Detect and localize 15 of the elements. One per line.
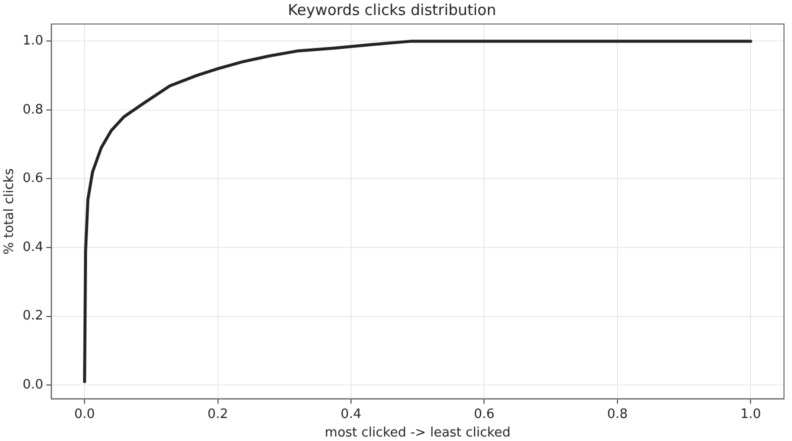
x-tick-label: 0.6	[474, 406, 495, 422]
x-tick-label: 0.4	[340, 406, 362, 422]
x-tick-label: 1.0	[740, 406, 762, 422]
x-tick-label: 0.0	[74, 406, 95, 422]
y-axis-title: % total clicks	[2, 168, 18, 254]
y-tick-label: 0.8	[22, 102, 44, 118]
y-tick-label: 0.2	[22, 308, 44, 324]
x-axis-title: most clicked -> least clicked	[324, 426, 510, 441]
x-tick-label: 0.2	[207, 406, 228, 422]
y-tick-label: 0.4	[22, 240, 44, 255]
x-tick-label: 0.8	[607, 406, 628, 422]
y-tick-label: 0.0	[22, 377, 44, 392]
chart-title: Keywords clicks distribution	[288, 0, 496, 19]
y-tick-label: 0.6	[22, 171, 44, 186]
y-tick-label: 1.0	[22, 34, 44, 49]
